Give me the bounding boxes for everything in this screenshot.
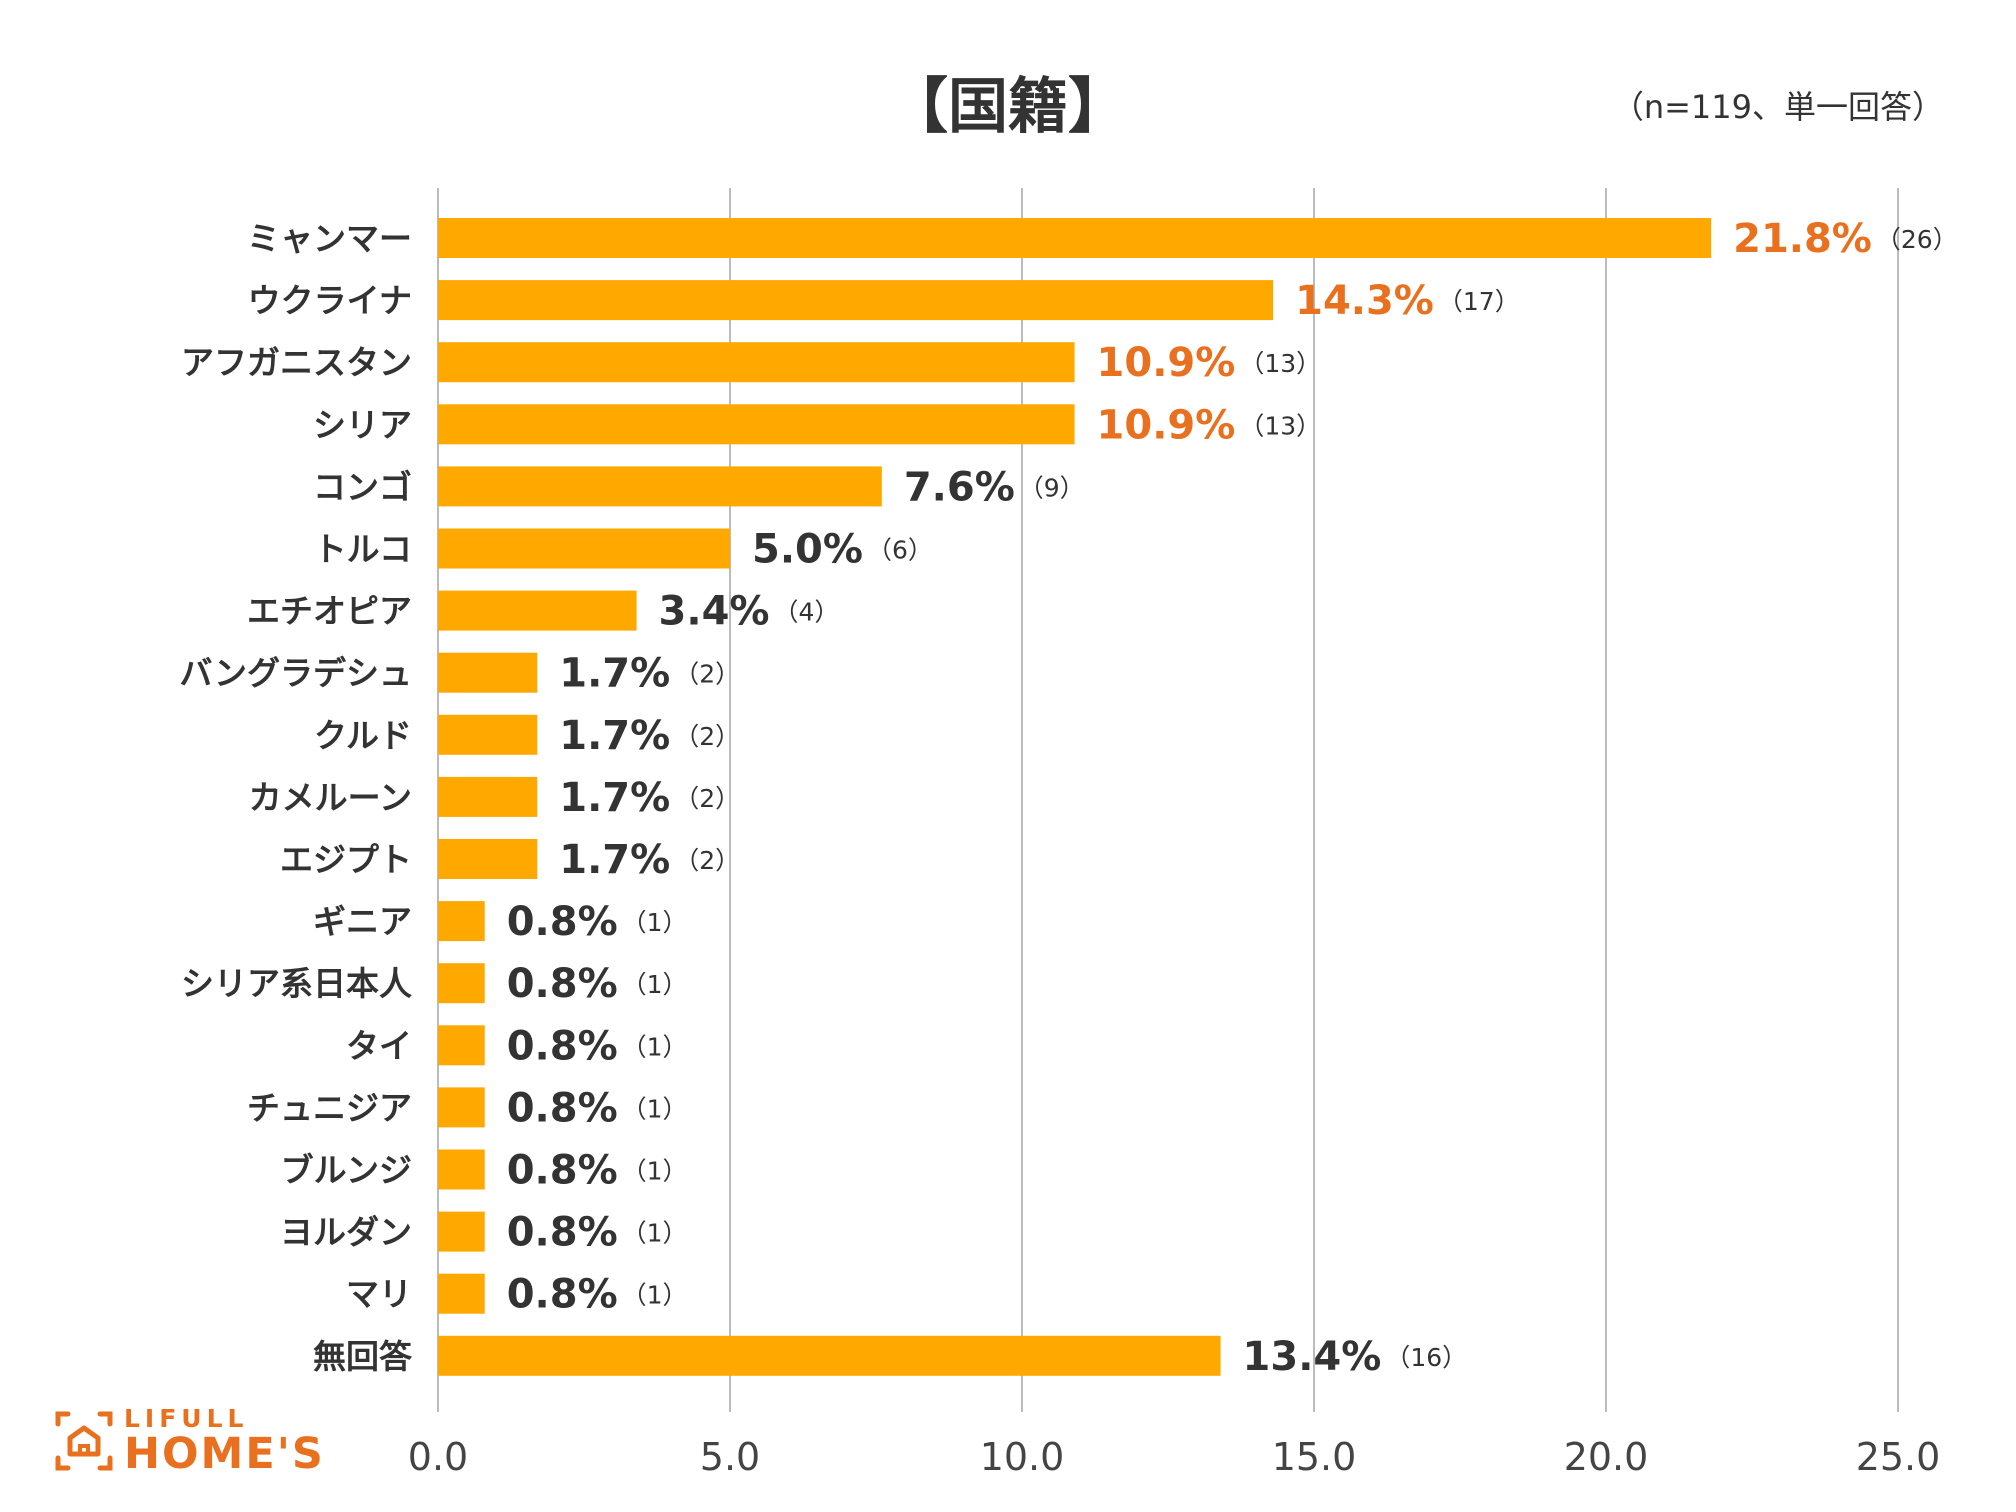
category-label: チュニジア bbox=[247, 1088, 412, 1127]
bar bbox=[438, 404, 1075, 445]
bar bbox=[438, 528, 730, 569]
count-label: （26） bbox=[1876, 225, 1958, 254]
value-label: 0.8% bbox=[507, 1023, 618, 1069]
count-label: （1） bbox=[622, 1094, 688, 1123]
labels: ミャンマー 21.8% （26） ウクライナ 14.3% （17） アフガニスタン 10.9%… bbox=[179, 216, 1957, 1380]
count-label: （13） bbox=[1239, 411, 1321, 440]
category-label: ヨルダン bbox=[280, 1213, 412, 1252]
bar bbox=[438, 280, 1274, 321]
count-label: （16） bbox=[1385, 1343, 1467, 1372]
value-label: 3.4% bbox=[659, 589, 770, 635]
x-tick-label: 15.0 bbox=[1272, 1435, 1357, 1479]
value-label: 10.9% bbox=[1097, 402, 1236, 448]
bar bbox=[438, 963, 485, 1004]
bar bbox=[438, 590, 637, 631]
count-label: （2） bbox=[674, 660, 740, 689]
value-label: 0.8% bbox=[507, 961, 618, 1007]
value-label: 5.0% bbox=[752, 527, 863, 573]
bar bbox=[438, 1273, 485, 1314]
value-label: 21.8% bbox=[1733, 216, 1872, 262]
category-label: アフガニスタン bbox=[181, 343, 412, 382]
value-label: 1.7% bbox=[559, 713, 670, 759]
bar bbox=[438, 776, 538, 817]
count-label: （4） bbox=[773, 598, 839, 627]
category-label: コンゴ bbox=[313, 467, 412, 506]
count-label: （6） bbox=[867, 536, 933, 565]
x-tick-label: 5.0 bbox=[700, 1435, 760, 1479]
lifull-homes-logo: LIFULL HOME'S bbox=[54, 1406, 325, 1476]
value-label: 0.8% bbox=[507, 899, 618, 945]
bar bbox=[438, 1149, 485, 1190]
bar bbox=[438, 466, 882, 507]
value-label: 0.8% bbox=[507, 1148, 618, 1194]
category-label: ブルンジ bbox=[281, 1151, 412, 1190]
value-label: 0.8% bbox=[507, 1210, 618, 1256]
bar bbox=[438, 1335, 1221, 1376]
value-label: 10.9% bbox=[1097, 340, 1236, 386]
category-label: ギニア bbox=[313, 902, 412, 941]
value-label: 13.4% bbox=[1243, 1334, 1382, 1380]
chart-title: 【国籍】 bbox=[888, 72, 1128, 142]
value-label: 1.7% bbox=[559, 775, 670, 821]
category-label: ウクライナ bbox=[248, 281, 412, 320]
value-label: 1.7% bbox=[559, 837, 670, 883]
x-tick-label: 25.0 bbox=[1856, 1435, 1941, 1479]
x-tick-label: 10.0 bbox=[980, 1435, 1065, 1479]
category-label: タイ bbox=[346, 1026, 412, 1065]
category-label: シリア系日本人 bbox=[181, 964, 412, 1003]
bar bbox=[438, 342, 1075, 383]
value-label: 0.8% bbox=[507, 1272, 618, 1318]
bar bbox=[438, 1211, 485, 1252]
category-label: クルド bbox=[314, 716, 412, 755]
count-label: （1） bbox=[622, 1219, 688, 1248]
category-label: エチオピア bbox=[247, 592, 412, 631]
house-icon bbox=[55, 1411, 113, 1471]
logo-text-bottom: HOME'S bbox=[124, 1429, 325, 1479]
logo-text-top: LIFULL bbox=[124, 1404, 249, 1433]
value-label: 1.7% bbox=[559, 651, 670, 697]
category-label: エジプト bbox=[280, 840, 412, 879]
bar bbox=[438, 652, 538, 693]
count-label: （2） bbox=[674, 722, 740, 751]
bar bbox=[438, 1087, 485, 1128]
value-label: 14.3% bbox=[1295, 278, 1434, 324]
category-label: シリア bbox=[313, 405, 412, 444]
value-label: 0.8% bbox=[507, 1085, 618, 1131]
category-label: ミャンマー bbox=[247, 219, 412, 258]
count-label: （1） bbox=[622, 1157, 688, 1186]
bar bbox=[438, 901, 485, 942]
count-label: （1） bbox=[622, 970, 688, 999]
count-label: （1） bbox=[622, 908, 688, 937]
x-tick-label: 0.0 bbox=[408, 1435, 468, 1479]
x-axis-ticks: 0.0 5.0 10.0 15.0 20.0 25.0 bbox=[408, 1435, 1941, 1479]
category-label: トルコ bbox=[314, 530, 412, 569]
bar bbox=[438, 839, 538, 879]
bar bbox=[438, 714, 538, 755]
category-label: バングラデシュ bbox=[179, 654, 412, 693]
count-label: （2） bbox=[674, 846, 740, 875]
count-label: （1） bbox=[622, 1032, 688, 1061]
bars bbox=[438, 218, 1712, 1376]
count-label: （1） bbox=[622, 1281, 688, 1310]
count-label: （13） bbox=[1239, 349, 1321, 378]
category-label: カメルーン bbox=[249, 778, 412, 817]
category-label: マリ bbox=[346, 1275, 412, 1314]
chart-subtitle: （n=119、単一回答） bbox=[1611, 88, 1944, 126]
bar bbox=[438, 1025, 485, 1066]
count-label: （9） bbox=[1019, 473, 1085, 502]
count-label: （2） bbox=[674, 784, 740, 813]
category-label: 無回答 bbox=[313, 1337, 413, 1376]
bar bbox=[438, 218, 1712, 258]
value-label: 7.6% bbox=[904, 464, 1015, 510]
x-tick-label: 20.0 bbox=[1564, 1435, 1649, 1479]
count-label: （17） bbox=[1438, 287, 1520, 316]
